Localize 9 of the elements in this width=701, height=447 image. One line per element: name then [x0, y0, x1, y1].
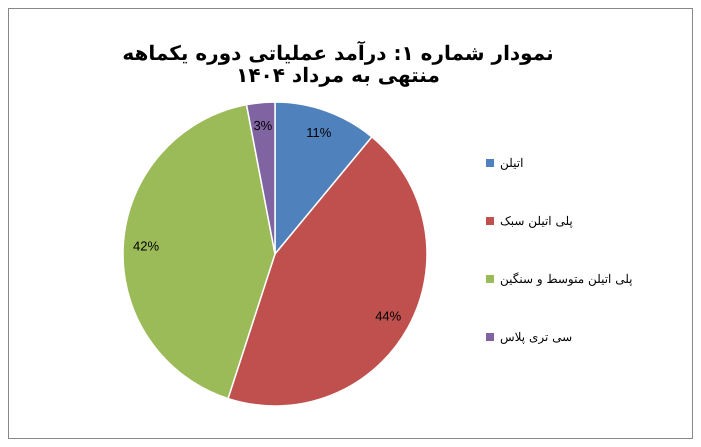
- data-label: 3%: [253, 118, 273, 133]
- legend-label: پلی اتیلن سبک: [500, 214, 573, 228]
- data-label: 44%: [375, 308, 402, 324]
- legend-label: پلی اتیلن متوسط و سنگین: [500, 272, 633, 286]
- legend-label: سی تری پلاس: [500, 330, 572, 344]
- legend-label: اتیلن: [500, 156, 524, 170]
- data-label: 42%: [133, 238, 160, 254]
- chart-title: نمودار شماره ۱: درآمد عملیاتی دوره یکماهه منتهی به مرداد ۱۴۰۴: [122, 40, 554, 87]
- data-label: 11%: [306, 124, 332, 140]
